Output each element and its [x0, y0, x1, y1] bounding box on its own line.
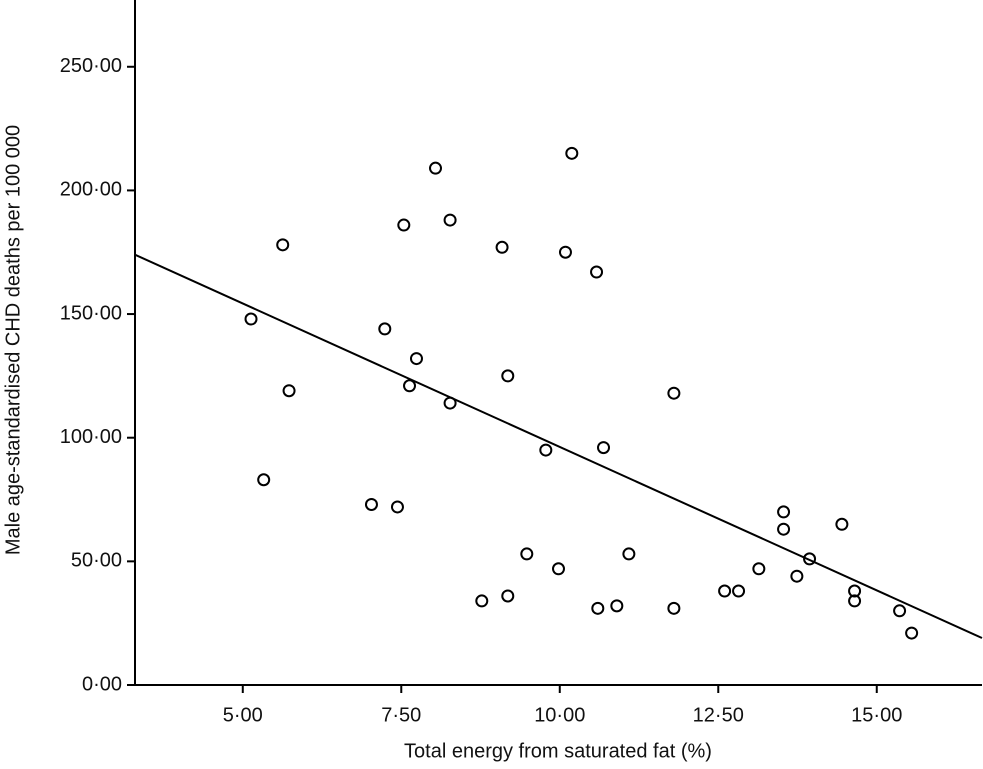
- point: [409, 352, 423, 366]
- point: [848, 584, 862, 598]
- y-tick-label: 0·00: [82, 673, 122, 695]
- point: [558, 245, 572, 259]
- x-tick-label: 7·50: [381, 704, 421, 726]
- point: [475, 594, 489, 608]
- point: [610, 599, 624, 613]
- x-axis-label: Total energy from saturated fat (%): [404, 740, 712, 762]
- point: [597, 441, 611, 455]
- point: [378, 322, 392, 336]
- point: [590, 265, 604, 279]
- point: [244, 312, 258, 326]
- point: [752, 562, 766, 576]
- point: [276, 238, 290, 252]
- point: [501, 589, 515, 603]
- point: [905, 626, 919, 640]
- x-tick-label: 12·50: [693, 704, 744, 726]
- y-tick-label: 50·00: [71, 550, 122, 572]
- point: [397, 218, 411, 232]
- y-tick-label: 100·00: [60, 426, 122, 448]
- y-tick-label: 200·00: [60, 179, 122, 201]
- point: [732, 584, 746, 598]
- point: [501, 369, 515, 383]
- point: [443, 396, 457, 410]
- point: [718, 584, 732, 598]
- point: [622, 547, 636, 561]
- point: [552, 562, 565, 576]
- point: [790, 569, 804, 583]
- point: [390, 500, 404, 514]
- y-axis-label: Male age-standardised CHD deaths per 100…: [2, 125, 24, 555]
- point: [539, 443, 553, 457]
- point: [403, 379, 417, 393]
- point: [667, 601, 681, 615]
- x-tick-label: 10·00: [534, 704, 585, 726]
- x-tick-label: 5·00: [223, 704, 263, 726]
- point: [667, 386, 681, 400]
- x-tick-label: 15·00: [851, 704, 902, 726]
- point: [591, 601, 605, 615]
- point: [257, 473, 271, 487]
- point: [364, 497, 378, 511]
- point: [282, 384, 296, 398]
- point: [429, 161, 443, 175]
- point: [520, 547, 534, 561]
- y-tick-label: 150·00: [60, 302, 122, 324]
- point: [777, 505, 791, 519]
- point: [893, 604, 907, 618]
- y-tick-label: 250·00: [60, 55, 122, 77]
- point: [777, 522, 791, 536]
- point: [565, 146, 579, 160]
- point: [443, 213, 457, 227]
- point: [495, 240, 509, 254]
- point: [848, 594, 862, 608]
- point: [803, 552, 817, 566]
- fit-line: [134, 253, 983, 639]
- point: [835, 517, 849, 531]
